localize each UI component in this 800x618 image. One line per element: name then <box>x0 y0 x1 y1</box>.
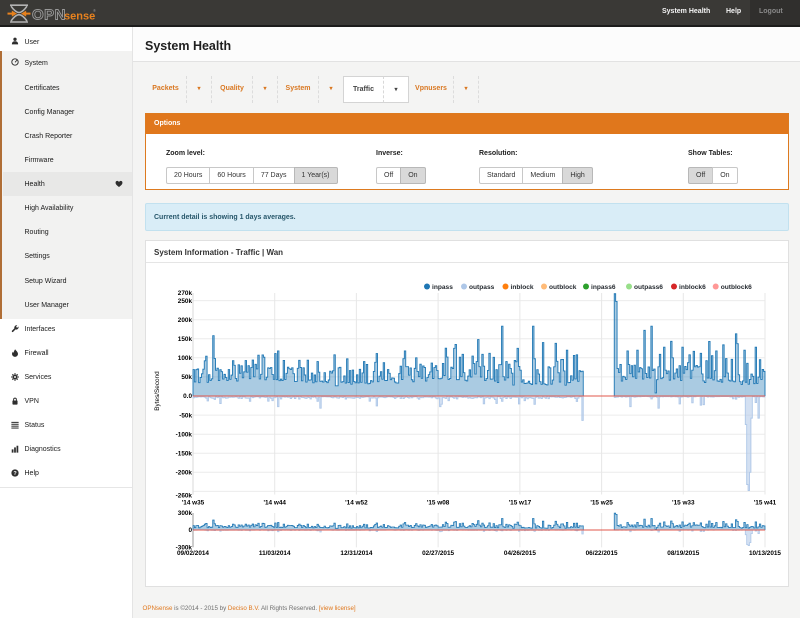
svg-text:08/19/2015: 08/19/2015 <box>667 550 699 557</box>
svg-text:50k: 50k <box>181 374 192 381</box>
svg-text:outblock: outblock <box>549 284 577 291</box>
svg-text:'15 w17: '15 w17 <box>509 500 532 507</box>
svg-text:12/31/2014: 12/31/2014 <box>340 550 372 557</box>
svg-text:250k: 250k <box>178 298 193 305</box>
svg-text:'15 w41: '15 w41 <box>754 500 777 507</box>
svg-text:-260k: -260k <box>176 493 193 500</box>
svg-text:'15 w25: '15 w25 <box>590 500 613 507</box>
svg-text:inblock: inblock <box>511 284 534 291</box>
svg-text:outpass: outpass <box>469 284 495 291</box>
svg-text:?: ? <box>13 471 17 477</box>
svg-text:09/02/2014: 09/02/2014 <box>177 550 209 557</box>
svg-text:04/26/2015: 04/26/2015 <box>504 550 536 557</box>
svg-text:100k: 100k <box>178 355 193 362</box>
svg-text:10/13/2015: 10/13/2015 <box>749 550 781 557</box>
svg-text:'14 w52: '14 w52 <box>345 500 368 507</box>
svg-text:sense: sense <box>64 11 95 23</box>
svg-text:0.0: 0.0 <box>183 393 192 400</box>
svg-text:inblock6: inblock6 <box>679 284 706 291</box>
svg-text:11/03/2014: 11/03/2014 <box>259 550 291 557</box>
svg-text:02/27/2015: 02/27/2015 <box>422 550 454 557</box>
svg-text:200k: 200k <box>178 317 193 324</box>
svg-text:'15 w08: '15 w08 <box>427 500 450 507</box>
svg-text:®: ® <box>93 8 96 13</box>
svg-text:-200k: -200k <box>176 470 193 477</box>
svg-text:outpass6: outpass6 <box>634 284 663 291</box>
svg-text:OPN: OPN <box>32 7 66 24</box>
svg-text:-150k: -150k <box>176 451 193 458</box>
svg-text:06/22/2015: 06/22/2015 <box>586 550 618 557</box>
svg-text:'14 w35: '14 w35 <box>182 500 205 507</box>
svg-text:300k: 300k <box>178 510 193 517</box>
svg-text:270k: 270k <box>178 290 193 297</box>
svg-text:outblock6: outblock6 <box>721 284 752 291</box>
svg-text:inpass: inpass <box>432 284 453 291</box>
svg-text:-50k: -50k <box>179 412 192 419</box>
svg-text:'15 w33: '15 w33 <box>672 500 695 507</box>
svg-text:'14 w44: '14 w44 <box>263 500 286 507</box>
svg-text:150k: 150k <box>178 336 193 343</box>
svg-text:inpass6: inpass6 <box>591 284 616 291</box>
svg-text:0: 0 <box>188 527 192 534</box>
svg-text:-300k: -300k <box>176 544 193 551</box>
svg-text:Bytes/Second: Bytes/Second <box>154 371 161 411</box>
svg-text:-100k: -100k <box>176 431 193 438</box>
